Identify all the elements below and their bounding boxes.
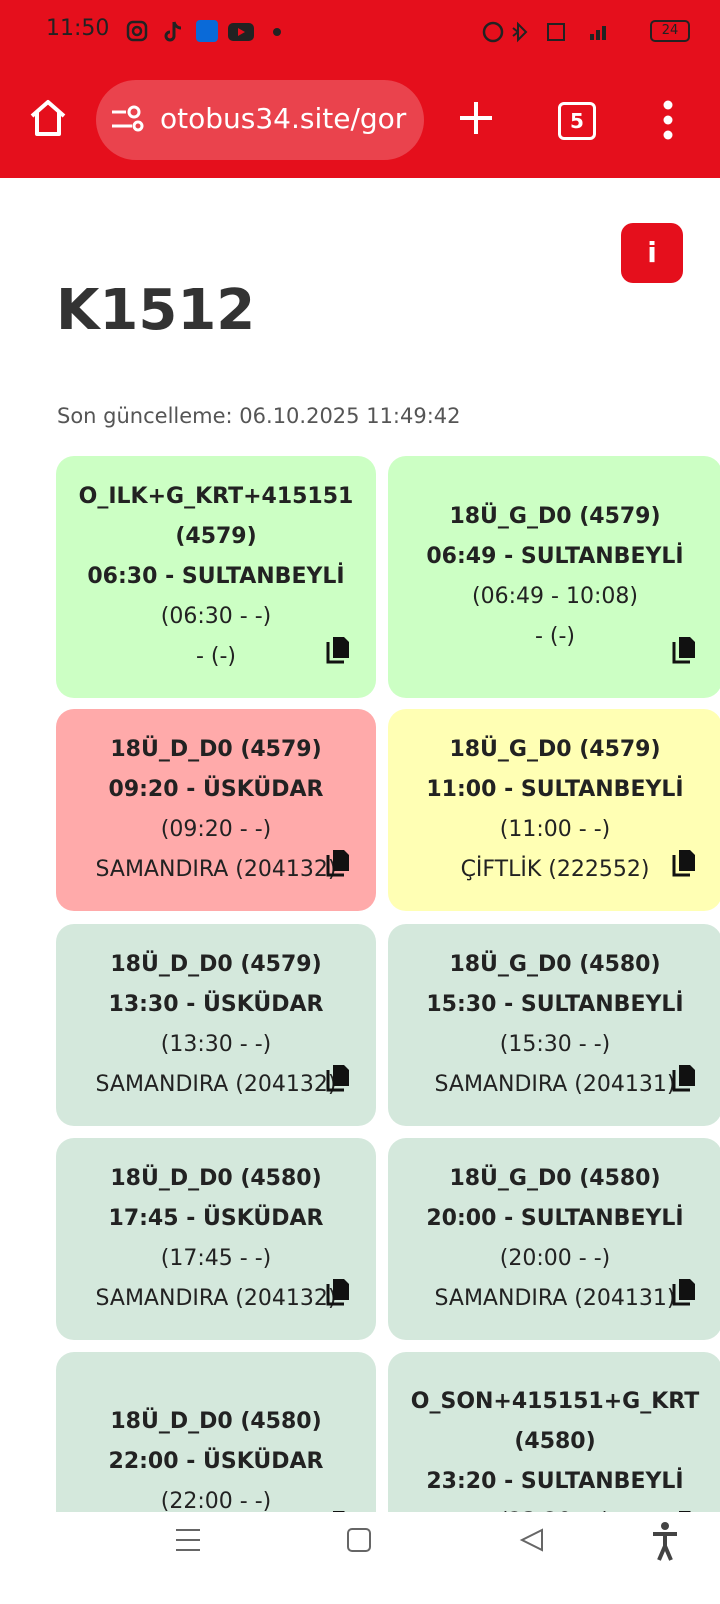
copy-icon[interactable] [326,1278,350,1306]
trip-detail: (23:20 - -) [500,1502,610,1512]
trip-detail: SAMANDIRA (204131) [434,1072,676,1097]
trip-detail: (22:00 - -) [160,1489,272,1512]
trip-detail: (20:00 - -) [499,1246,611,1271]
trip-card[interactable]: 18Ü_D_D0 (4580) 17:45 - ÜSKÜDAR (17:45 - -… [56,1138,376,1340]
info-button[interactable]: i [621,223,683,283]
trip-heading: 18Ü_D_D0 (4580) [110,1409,322,1434]
site-settings-icon[interactable] [110,104,144,136]
trip-detail: SAMANDIRA (204132) [95,1072,337,1097]
copy-icon[interactable] [326,1510,350,1512]
trip-detail: (06:49 - 10:08) [472,584,638,609]
trip-heading: 06:30 - SULTANBEYLİ [87,564,345,589]
copy-icon[interactable] [672,849,696,877]
trip-heading: O_SON+415151+G_KRT (4580) [410,1389,700,1454]
new-tab-button[interactable] [458,100,494,136]
trip-card[interactable]: 18Ü_G_D0 (4580) 15:30 - SULTANBEYLİ (15:30… [388,924,720,1126]
trip-detail: SAMANDIRA (204131) [434,1286,676,1311]
route-title: K1512 [56,278,256,343]
copy-icon[interactable] [326,1064,350,1092]
trip-heading: 18Ü_G_D0 (4579) [449,504,661,529]
trip-card[interactable]: 18Ü_G_D0 (4579) 06:49 - SULTANBEYLİ (06:49… [388,456,720,698]
trip-heading: 20:00 - SULTANBEYLİ [426,1206,684,1231]
trip-detail: (13:30 - -) [160,1032,272,1057]
copy-icon[interactable] [672,1278,696,1306]
trip-detail: ÇİFTLİK (222552) [460,857,650,882]
status-time: 11:50 [46,16,110,41]
trip-detail: (06:30 - -) [160,604,272,629]
trip-card[interactable]: 18Ü_D_D0 (4579) 13:30 - ÜSKÜDAR (13:30 - -… [56,924,376,1126]
address-bar[interactable]: otobus34.site/gor [96,80,424,160]
last-updated: Son güncelleme: 06.10.2025 11:49:42 [57,404,461,428]
trip-card[interactable]: 18Ü_D_D0 (4580) 22:00 - ÜSKÜDAR (22:00 - -… [56,1352,376,1512]
trip-heading: 22:00 - ÜSKÜDAR [108,1449,324,1474]
trip-heading: 18Ü_D_D0 (4579) [110,737,322,762]
trip-card[interactable]: 18Ü_G_D0 (4580) 20:00 - SULTANBEYLİ (20:00… [388,1138,720,1340]
trip-card[interactable]: O_ILK+G_KRT+415151 (4579) 06:30 - SULTANB… [56,456,376,698]
trip-heading: 09:20 - ÜSKÜDAR [108,777,324,802]
tab-count[interactable]: 5 [558,102,596,140]
copy-icon[interactable] [326,636,350,664]
copy-icon[interactable] [672,636,696,664]
trip-detail: SAMANDIRA (204132) [95,1286,337,1311]
home-button[interactable] [28,98,68,138]
nav-icons [176,1522,677,1561]
trip-heading: 13:30 - ÜSKÜDAR [108,992,324,1017]
trip-heading: 06:49 - SULTANBEYLİ [426,544,684,569]
trip-detail: (09:20 - -) [160,817,272,842]
system-icons [482,21,606,43]
trip-detail: - (-) [534,624,576,649]
trip-heading: 18Ü_D_D0 (4579) [110,952,322,977]
trip-detail: (17:45 - -) [160,1246,272,1271]
trip-heading: 23:20 - SULTANBEYLİ [426,1469,684,1494]
trip-detail: - (-) [195,644,237,669]
trip-heading: 18Ü_G_D0 (4580) [449,952,661,977]
url-text: otobus34.site/gor [160,102,407,135]
trip-heading: O_ILK+G_KRT+415151 (4579) [78,484,354,549]
trip-card[interactable]: 18Ü_D_D0 (4579) 09:20 - ÜSKÜDAR (09:20 - -… [56,709,376,911]
trip-detail: (15:30 - -) [499,1032,611,1057]
trip-heading: 15:30 - SULTANBEYLİ [426,992,684,1017]
copy-icon[interactable] [672,1064,696,1092]
trip-heading: 18Ü_D_D0 (4580) [110,1166,322,1191]
trip-heading: 11:00 - SULTANBEYLİ [426,777,684,802]
trip-detail: (11:00 - -) [499,817,611,842]
system-nav [0,1512,720,1600]
trip-card[interactable]: 18Ü_G_D0 (4579) 11:00 - SULTANBEYLİ (11:00… [388,709,720,911]
page-content: i K1512 Son güncelleme: 06.10.2025 11:49… [0,178,720,1512]
menu-button[interactable] [660,100,676,140]
trip-card[interactable]: O_SON+415151+G_KRT (4580) 23:20 - SULTANB… [388,1352,720,1512]
notification-icons [126,20,281,42]
trip-detail: SAMANDIRA (204132) [95,857,337,882]
trip-heading: 18Ü_G_D0 (4580) [449,1166,661,1191]
browser-header: 11:50 24 otobus34.site/gor 5 [0,0,720,178]
trip-heading: 17:45 - ÜSKÜDAR [108,1206,324,1231]
copy-icon[interactable] [326,849,350,877]
trip-heading: 18Ü_G_D0 (4579) [449,737,661,762]
battery: 24 [650,20,690,42]
copy-icon[interactable] [672,1510,696,1512]
